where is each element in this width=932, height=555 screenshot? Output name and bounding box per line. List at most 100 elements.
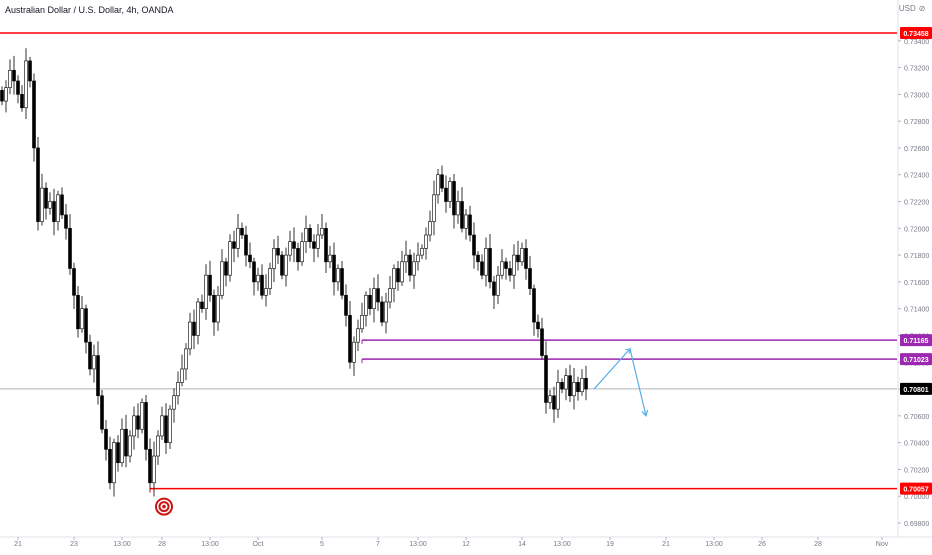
candle-body <box>0 90 4 102</box>
candle-body <box>260 274 264 296</box>
time-tick-label: 13:00 <box>409 541 427 548</box>
candle-body <box>376 288 380 303</box>
price-badge[interactable] <box>900 382 932 395</box>
price-tick-label: 0.69800 <box>904 521 929 528</box>
lock-icon[interactable]: ⊘ <box>918 4 926 13</box>
price-tick-label: 0.70600 <box>904 414 929 421</box>
candle-body <box>28 60 32 82</box>
candle-body <box>248 254 252 263</box>
price-badge[interactable] <box>900 482 932 495</box>
candle-body <box>144 402 148 450</box>
candle-body <box>280 254 284 276</box>
candle-body <box>428 221 432 236</box>
candle-body <box>552 395 556 410</box>
time-tick-label: 14 <box>518 541 526 548</box>
candle-body <box>364 294 368 316</box>
candle-body <box>344 294 348 316</box>
candle-body <box>196 301 200 336</box>
candle-body <box>108 449 112 484</box>
price-badge[interactable] <box>900 334 932 347</box>
candle-body <box>24 60 28 109</box>
price-tick-label: 0.71400 <box>904 307 929 314</box>
candle-body <box>292 241 296 249</box>
candle-body <box>584 378 588 390</box>
currency-label[interactable]: USD ⊘ <box>899 4 926 13</box>
time-tick-label: 7 <box>376 541 380 548</box>
candle-body <box>316 234 320 249</box>
candle-body <box>92 355 96 370</box>
candle-body <box>356 328 360 343</box>
candle-body <box>256 274 260 283</box>
candle-body <box>380 301 384 323</box>
time-tick-label: 5 <box>320 541 324 548</box>
candle-body <box>268 268 272 289</box>
candle-body <box>160 415 164 437</box>
candle-body <box>212 294 216 323</box>
candle-body <box>244 234 248 256</box>
candle-body <box>208 274 212 296</box>
candle-body <box>200 301 204 309</box>
candle-body <box>568 375 572 397</box>
candle-body <box>564 375 568 390</box>
time-tick-label: 21 <box>14 541 22 548</box>
time-tick-label: 23 <box>70 541 78 548</box>
candle-body <box>192 321 196 336</box>
candle-body <box>404 254 408 263</box>
candle-body <box>328 254 332 263</box>
candle-body <box>388 288 392 303</box>
candle-body <box>56 194 60 222</box>
time-tick-label: 26 <box>758 541 766 548</box>
target-icon[interactable] <box>155 497 173 516</box>
price-badge-label: 0.71165 <box>904 338 929 345</box>
candle-body <box>452 181 456 216</box>
candle-body <box>320 228 324 236</box>
candle-body <box>184 348 188 370</box>
price-badge-label: 0.70801 <box>903 387 928 394</box>
price-tick-label: 0.73000 <box>904 92 929 99</box>
price-tick-label: 0.72200 <box>904 200 929 207</box>
candle-body <box>304 228 308 243</box>
candle-body <box>204 274 208 309</box>
candle-body <box>524 248 528 269</box>
price-tick-label: 0.73200 <box>904 66 929 73</box>
candle-body <box>340 268 344 296</box>
candle-body <box>476 254 480 263</box>
candle-body <box>100 395 104 430</box>
candle-body <box>420 248 424 256</box>
candle-body <box>448 181 452 202</box>
candle-body <box>84 308 88 343</box>
candle-body <box>508 268 512 276</box>
candle-body <box>308 228 312 243</box>
target-icon-ring <box>158 501 170 513</box>
candle-body <box>60 194 64 216</box>
candle-body <box>456 201 460 216</box>
candle-body <box>48 201 52 209</box>
candle-body <box>224 261 228 276</box>
candle-body <box>156 435 160 457</box>
candle-body <box>500 261 504 276</box>
candle-body <box>132 415 136 437</box>
candle-body <box>540 328 544 356</box>
candle-body <box>20 94 24 109</box>
time-tick-label: 21 <box>662 541 670 548</box>
price-badge-label: 0.73458 <box>903 31 928 38</box>
projection-arrowhead <box>641 409 649 418</box>
candle-body <box>148 449 152 484</box>
candle-body <box>252 261 256 283</box>
candle-body <box>392 268 396 289</box>
candle-body <box>400 261 404 283</box>
time-tick-label: 28 <box>814 541 822 548</box>
candle-body <box>44 187 48 209</box>
time-tick-label: 28 <box>158 541 166 548</box>
candle-body <box>360 315 364 330</box>
candle-body <box>472 234 476 256</box>
time-tick-label: 13:00 <box>553 541 571 548</box>
price-badge[interactable] <box>900 353 932 366</box>
candle-body <box>152 455 156 484</box>
price-badge[interactable] <box>900 27 932 40</box>
price-badge-label: 0.71023 <box>903 357 928 364</box>
candle-body <box>40 187 44 222</box>
candle-body <box>300 241 304 263</box>
